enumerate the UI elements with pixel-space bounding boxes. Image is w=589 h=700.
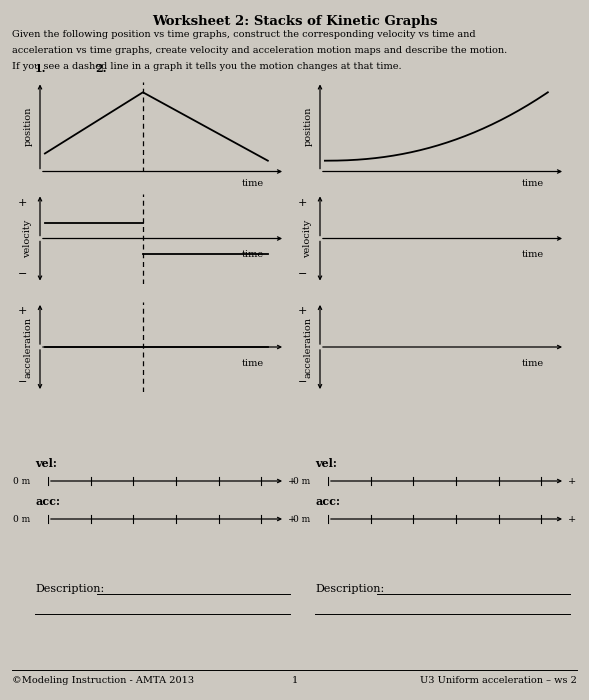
Text: +: + xyxy=(18,198,28,208)
Text: acceleration: acceleration xyxy=(24,316,32,377)
Text: −: − xyxy=(298,377,307,388)
Text: +: + xyxy=(288,477,296,486)
Text: 0 m: 0 m xyxy=(13,477,30,486)
Text: acceleration: acceleration xyxy=(303,316,313,377)
Text: −: − xyxy=(18,269,28,279)
Text: Description:: Description: xyxy=(35,584,104,594)
Text: −: − xyxy=(298,269,307,279)
Text: +: + xyxy=(568,477,576,486)
Text: time: time xyxy=(242,358,264,368)
Text: U3 Uniform acceleration – ws 2: U3 Uniform acceleration – ws 2 xyxy=(421,676,577,685)
Text: position: position xyxy=(24,107,32,146)
Text: 0 m: 0 m xyxy=(293,514,310,524)
Text: time: time xyxy=(242,178,264,188)
Text: Worksheet 2: Stacks of Kinetic Graphs: Worksheet 2: Stacks of Kinetic Graphs xyxy=(152,15,437,29)
Text: 0 m: 0 m xyxy=(293,477,310,486)
Text: acc:: acc: xyxy=(315,496,340,507)
Text: vel:: vel: xyxy=(35,458,57,469)
Text: +: + xyxy=(18,307,28,316)
Text: +: + xyxy=(298,198,307,208)
Text: 0 m: 0 m xyxy=(13,514,30,524)
Text: position: position xyxy=(303,107,313,146)
Text: acceleration vs time graphs, create velocity and acceleration motion maps and de: acceleration vs time graphs, create velo… xyxy=(12,46,507,55)
Text: Description:: Description: xyxy=(315,584,384,594)
Text: 1: 1 xyxy=(292,676,297,685)
Text: +: + xyxy=(288,514,296,524)
Text: Given the following position vs time graphs, construct the corresponding velocit: Given the following position vs time gra… xyxy=(12,30,475,39)
Text: +: + xyxy=(568,514,576,524)
Text: velocity: velocity xyxy=(303,219,313,258)
Text: vel:: vel: xyxy=(315,458,337,469)
Text: time: time xyxy=(242,250,264,259)
Text: acc:: acc: xyxy=(35,496,60,507)
Text: 2.: 2. xyxy=(95,62,107,74)
Text: time: time xyxy=(522,358,544,368)
Text: velocity: velocity xyxy=(24,219,32,258)
Text: time: time xyxy=(522,178,544,188)
Text: ©Modeling Instruction - AMTA 2013: ©Modeling Instruction - AMTA 2013 xyxy=(12,676,194,685)
Text: −: − xyxy=(18,377,28,388)
Text: +: + xyxy=(298,307,307,316)
Text: time: time xyxy=(522,250,544,259)
Text: 1.: 1. xyxy=(35,62,47,74)
Text: If you see a dashed line in a graph it tells you the motion changes at that time: If you see a dashed line in a graph it t… xyxy=(12,62,402,71)
